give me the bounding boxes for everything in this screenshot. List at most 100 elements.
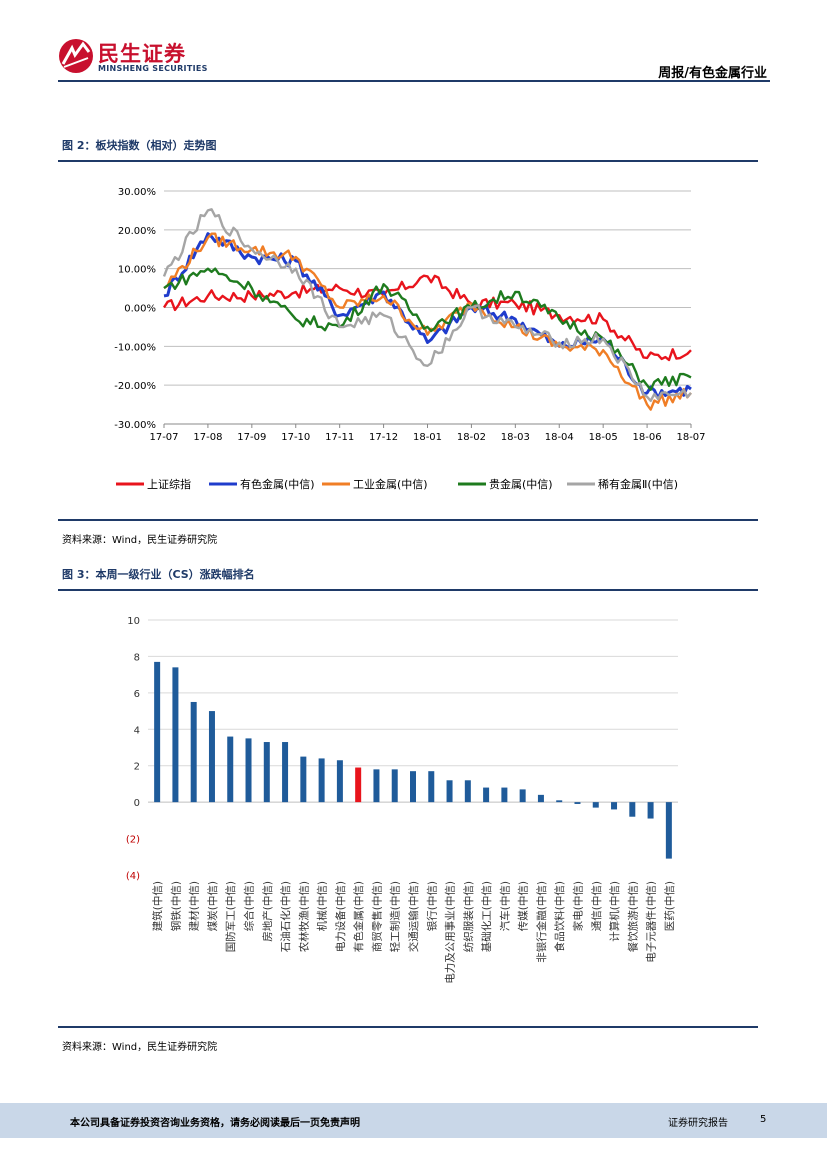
category-label: 轻工制造(中信) — [389, 881, 402, 952]
x-tick-label: 18-02 — [457, 432, 486, 443]
y-tick-label: -20.00% — [114, 381, 156, 392]
bar — [391, 769, 398, 803]
bar — [446, 780, 453, 803]
logo-mark-icon — [59, 39, 93, 73]
category-label: 电力设备(中信) — [334, 881, 347, 952]
bar — [318, 758, 325, 803]
category-label: 有色金属(中信) — [352, 881, 365, 952]
y-tick-label: 10.00% — [118, 265, 156, 276]
x-tick-label: 17-08 — [193, 432, 222, 443]
bar — [373, 769, 380, 803]
figure2-top-rule — [58, 160, 758, 162]
bar — [190, 701, 197, 803]
bar — [483, 787, 490, 803]
bar — [336, 760, 343, 803]
page-number: 5 — [760, 1114, 767, 1125]
y-tick-label: -10.00% — [114, 342, 156, 353]
bar — [208, 711, 215, 803]
bar — [300, 756, 307, 803]
figure2-title: 图 2：板块指数（相对）走势图 — [62, 139, 217, 152]
series-line-4 — [163, 267, 692, 391]
y-tick-label: 20.00% — [118, 226, 156, 237]
bar — [574, 802, 581, 804]
bar — [464, 780, 471, 803]
figure2-source: 资料来源：Wind，民生证券研究院 — [62, 535, 218, 546]
bar — [154, 661, 161, 803]
category-label: 基础化工(中信) — [480, 881, 493, 952]
category-label: 综合(中信) — [243, 881, 256, 931]
x-tick-label: 17-12 — [369, 432, 398, 443]
category-label: 商贸零售(中信) — [370, 881, 383, 952]
figure3-source: 资料来源：Wind，民生证券研究院 — [62, 1042, 218, 1053]
bar — [282, 742, 289, 803]
y-tick-label: 0.00% — [124, 304, 156, 315]
category-label: 石油石化(中信) — [279, 881, 292, 952]
legend-label: 稀有金属Ⅱ(中信) — [598, 477, 678, 491]
bar — [428, 771, 435, 803]
category-label: 房地产(中信) — [261, 881, 274, 942]
x-tick-label: 17-07 — [149, 432, 178, 443]
y-tick-label: (4) — [126, 871, 140, 882]
category-label: 钢铁(中信) — [169, 881, 182, 931]
category-label: 医药(中信) — [663, 881, 676, 931]
y-tick-label: 30.00% — [118, 187, 156, 198]
category-label: 汽车(中信) — [498, 881, 511, 931]
logo: 民生证券 MINSHENG SECURITIES — [58, 36, 218, 80]
bar — [245, 738, 252, 803]
y-tick-label: 0 — [134, 798, 140, 809]
category-label: 电子元器件(中信) — [645, 881, 658, 963]
series-line-3 — [163, 232, 692, 411]
category-label: 交通运输(中信) — [407, 881, 420, 952]
legend-label: 工业金属(中信) — [353, 477, 428, 491]
y-tick-label: 8 — [134, 652, 140, 663]
logo-text-en: MINSHENG SECURITIES — [98, 64, 208, 73]
bar — [519, 789, 526, 803]
figure3-title: 图 3：本周一级行业（CS）涨跌幅排名 — [62, 568, 255, 581]
x-tick-label: 17-11 — [325, 432, 354, 443]
category-label: 电力及公用事业(中信) — [444, 881, 457, 984]
y-tick-label: 10 — [127, 616, 140, 627]
x-tick-label: 18-07 — [676, 432, 705, 443]
category-label: 家电(中信) — [571, 881, 584, 931]
bar — [263, 742, 270, 803]
bar — [592, 802, 599, 808]
bar — [172, 667, 179, 803]
legend-label: 上证综指 — [147, 477, 191, 491]
header-divider — [58, 80, 770, 82]
y-tick-label: 2 — [134, 762, 140, 773]
category-label: 非银行金融(中信) — [535, 881, 548, 963]
x-tick-label: 18-06 — [633, 432, 662, 443]
bar — [611, 802, 618, 810]
series-line-2 — [163, 232, 692, 400]
figure2-bottom-rule — [58, 519, 758, 521]
bar — [665, 802, 672, 859]
bar — [501, 787, 508, 803]
line-chart: 30.00% 20.00% 10.00% 0.00% -10.00% -20.00% -30… — [114, 187, 705, 491]
category-label: 计算机(中信) — [608, 881, 621, 942]
x-tick-label: 17-09 — [237, 432, 266, 443]
legend-label: 贵金属(中信) — [489, 477, 553, 491]
logo-text-cn: 民生证券 — [98, 42, 186, 66]
category-label: 国防军工(中信) — [224, 881, 237, 952]
legend-label: 有色金属(中信) — [240, 477, 315, 491]
report-title: 周报/有色金属行业 — [658, 66, 767, 81]
category-label: 纺织服装(中信) — [462, 881, 475, 952]
figure3-top-rule — [58, 589, 758, 591]
category-label: 建筑(中信) — [151, 881, 164, 931]
x-tick-label: 18-03 — [501, 432, 530, 443]
bar — [629, 802, 636, 817]
category-label: 食品饮料(中信) — [553, 881, 566, 952]
category-label: 农林牧渔(中信) — [297, 881, 310, 952]
bar — [227, 736, 234, 803]
y-tick-label: 6 — [134, 689, 140, 700]
x-tick-label: 18-05 — [589, 432, 618, 443]
category-label: 餐饮旅游(中信) — [626, 881, 639, 952]
x-tick-label: 18-04 — [545, 432, 574, 443]
bar — [410, 771, 416, 803]
y-tick-label: 4 — [134, 725, 140, 736]
category-label: 机械(中信) — [316, 881, 329, 931]
footer-disclaimer: 本公司具备证券投资咨询业务资格，请务必阅读最后一页免责声明 — [70, 1118, 360, 1129]
category-label: 银行(中信) — [425, 881, 438, 931]
bar-chart: 10 8 6 4 2 0 (2) (4) 建筑(中信) 钢铁(中信) 建材(中信) 煤炭(中信) 国防… — [126, 616, 678, 984]
category-label: 通信(中信) — [590, 881, 603, 931]
